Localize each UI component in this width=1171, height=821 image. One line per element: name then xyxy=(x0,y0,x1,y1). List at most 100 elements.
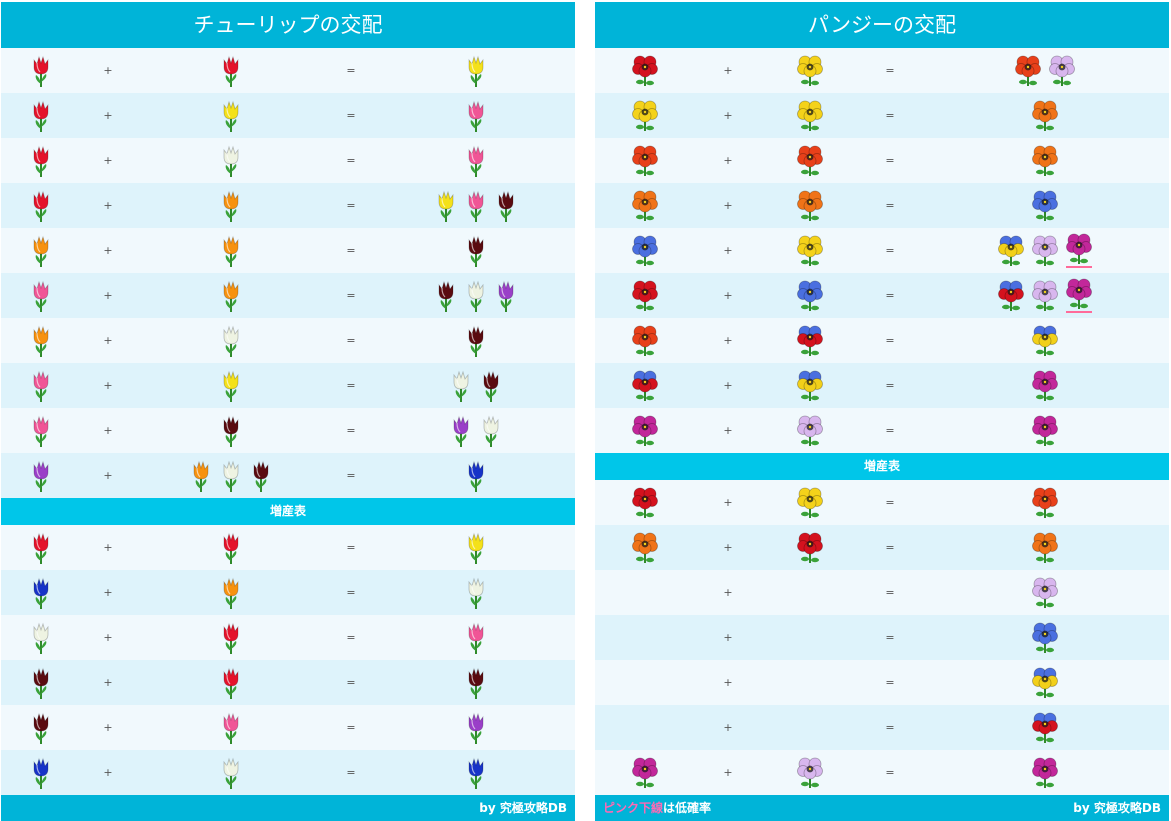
red-tulip-icon xyxy=(30,54,52,88)
tulip-result-cell xyxy=(396,318,556,363)
tulip-result-cell xyxy=(396,138,556,183)
pansy-inc-result-cell xyxy=(980,705,1110,750)
pansy-note-rest: は低確率 xyxy=(663,801,712,815)
pansy-inc-parent-a-cell xyxy=(615,660,675,705)
tulip-row: + = xyxy=(1,93,575,138)
plus-sign: + xyxy=(723,244,733,257)
redorange-pansy-icon xyxy=(632,145,658,177)
yellow-pansy-icon xyxy=(797,487,823,519)
plus-sign: + xyxy=(103,541,113,554)
tulip-inc-row: + = xyxy=(1,570,575,615)
tulip-row: + = xyxy=(1,183,575,228)
blueyellow-pansy-icon xyxy=(1032,325,1058,357)
pansy-parent-b-cell xyxy=(780,273,840,318)
tulip-parent-a-cell xyxy=(11,138,71,183)
tulip-row: + = xyxy=(1,363,575,408)
tulip-inc-parent-b-cell xyxy=(181,750,281,795)
black-tulip-icon xyxy=(435,279,457,313)
red-pansy-icon xyxy=(632,55,658,87)
red-tulip-icon xyxy=(30,144,52,178)
tulip-parent-b-cell xyxy=(181,138,281,183)
equals-sign: = xyxy=(346,289,356,302)
red-tulip-icon xyxy=(30,189,52,223)
pansy-result-cell xyxy=(980,273,1110,318)
equals-sign: = xyxy=(885,199,895,212)
plus-sign: + xyxy=(103,721,113,734)
bluepale-pansy-icon xyxy=(1032,190,1058,222)
orange-tulip-icon xyxy=(220,189,242,223)
pansy-section-label: 増産表 xyxy=(595,453,1169,480)
plus-sign: + xyxy=(103,586,113,599)
orange-pansy-icon xyxy=(1032,532,1058,564)
white-tulip-icon xyxy=(220,324,242,358)
pansy-title: パンジーの交配 xyxy=(595,2,1169,48)
orange-pansy-icon xyxy=(1032,145,1058,177)
lilac-pansy-icon xyxy=(797,757,823,789)
pansy-inc-parent-b-cell xyxy=(780,750,840,795)
pansy-parent-a-cell xyxy=(615,273,675,318)
equals-sign: = xyxy=(885,721,895,734)
red-tulip-icon xyxy=(220,54,242,88)
equals-sign: = xyxy=(885,676,895,689)
plus-sign: + xyxy=(723,334,733,347)
tulip-row: + = xyxy=(1,228,575,273)
pink-tulip-icon xyxy=(465,144,487,178)
magenta-pansy-icon xyxy=(1066,233,1092,268)
pansy-panel: パンジーの交配 + = + = + = + = + = + = + = + = + = 増産表 + = + = + = + = +… xyxy=(595,2,1169,821)
lilac-pansy-icon xyxy=(1049,55,1075,87)
tulip-row: + = xyxy=(1,318,575,363)
tulip-inc-result-cell xyxy=(396,660,556,705)
tulip-inc-row: + = xyxy=(1,615,575,660)
plus-sign: + xyxy=(723,424,733,437)
tulip-inc-row: + = xyxy=(1,750,575,795)
tulip-parent-a-cell xyxy=(11,363,71,408)
tulip-credit: by 究極攻略DB xyxy=(479,801,567,815)
pansy-inc-parent-b-cell xyxy=(780,570,840,615)
orange-pansy-icon xyxy=(632,532,658,564)
lilac-pansy-icon xyxy=(797,415,823,447)
pansy-row: + = xyxy=(595,93,1169,138)
pansy-parent-b-cell xyxy=(780,93,840,138)
plus-sign: + xyxy=(103,199,113,212)
pink-tulip-icon xyxy=(30,369,52,403)
pink-tulip-icon xyxy=(30,279,52,313)
equals-sign: = xyxy=(346,766,356,779)
pansy-inc-result-cell xyxy=(980,750,1110,795)
pink-tulip-icon xyxy=(30,414,52,448)
equals-sign: = xyxy=(346,109,356,122)
tulip-parent-b-cell xyxy=(181,363,281,408)
pansy-row: + = xyxy=(595,48,1169,93)
black-tulip-icon xyxy=(465,234,487,268)
red-tulip-icon xyxy=(220,531,242,565)
white-tulip-icon xyxy=(220,459,242,493)
equals-sign: = xyxy=(885,379,895,392)
pansy-row: + = xyxy=(595,183,1169,228)
plus-sign: + xyxy=(103,379,113,392)
pansy-parent-a-cell xyxy=(615,93,675,138)
pansy-inc-row: + = xyxy=(595,750,1169,795)
equals-sign: = xyxy=(346,154,356,167)
white-tulip-icon xyxy=(30,621,52,655)
tulip-row: + = xyxy=(1,453,575,498)
tulip-inc-parent-a-cell xyxy=(11,660,71,705)
pansy-inc-parent-b-cell xyxy=(780,705,840,750)
equals-sign: = xyxy=(885,424,895,437)
tulip-result-cell xyxy=(396,453,556,498)
yellow-tulip-icon xyxy=(220,99,242,133)
pansy-inc-result-cell xyxy=(980,570,1110,615)
yellow-pansy-icon xyxy=(797,100,823,132)
tulip-inc-row: + = xyxy=(1,705,575,750)
magenta-pansy-icon xyxy=(1032,757,1058,789)
purple-tulip-icon xyxy=(495,279,517,313)
redorange-pansy-icon xyxy=(632,325,658,357)
bluered-pansy-icon xyxy=(998,280,1024,312)
equals-sign: = xyxy=(885,496,895,509)
orange-tulip-icon xyxy=(30,234,52,268)
blueyellow-pansy-icon xyxy=(998,235,1024,267)
orange-tulip-icon xyxy=(30,324,52,358)
pansy-parent-b-cell xyxy=(780,363,840,408)
pansy-parent-b-cell xyxy=(780,138,840,183)
pansy-result-cell xyxy=(980,48,1110,93)
plus-sign: + xyxy=(723,289,733,302)
black-tulip-icon xyxy=(465,324,487,358)
